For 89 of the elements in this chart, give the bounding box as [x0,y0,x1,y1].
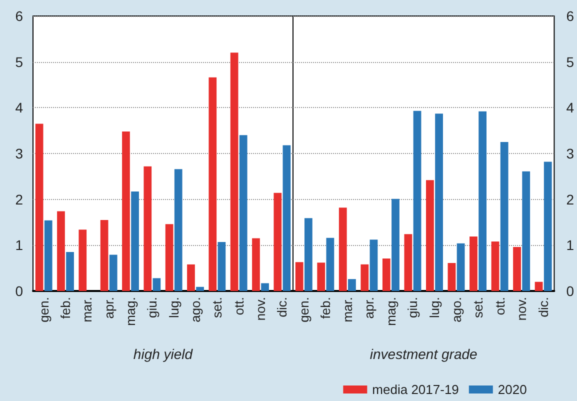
bar [109,254,118,291]
bar [435,114,443,291]
x-tick-label: lug. [166,297,182,318]
x-tick-label: gen. [36,297,52,322]
bar [392,198,400,291]
y-tick-label: 5 [566,54,574,70]
bar [35,124,44,291]
bar [338,208,347,291]
bar [456,243,465,291]
bar [448,263,456,291]
x-tick-label: giu. [405,297,420,318]
y-tick-label: 4 [15,100,24,116]
bar [413,110,422,291]
bar [491,242,500,291]
bar [196,286,204,291]
y-tick-label: 0 [15,283,24,299]
y-tick-label: 3 [15,146,24,162]
x-axis-title: investment grade [370,346,478,362]
x-tick-label: set. [470,297,486,318]
bar [239,135,248,291]
y-tick-label: 6 [566,8,574,24]
bar [317,262,326,291]
x-tick-label: mar. [340,297,355,322]
y-tick-label: 5 [15,54,24,70]
bar [208,77,217,291]
bar [100,220,108,291]
bar [295,262,304,291]
bar [131,192,139,291]
bar [544,162,552,291]
x-tick-label: ott. [231,297,246,316]
bar [348,279,356,291]
bar [370,240,378,291]
legend-label: media 2017-19 [372,382,459,397]
bar [282,145,291,291]
bar [152,278,161,291]
x-tick-label: mag. [123,297,138,326]
x-tick-label: ago. [188,297,203,322]
bar [304,218,312,291]
x-tick-label: nov. [514,297,530,321]
x-tick-label: feb. [318,297,334,319]
bar [44,220,52,291]
y-tick-label: 2 [15,191,24,208]
bar [66,252,74,291]
bar [274,192,282,291]
x-tick-label: nov. [253,297,268,321]
x-tick-label: dic. [274,297,290,318]
y-tick-label: 4 [566,100,574,116]
bar [144,166,152,291]
bar [261,283,269,291]
x-tick-label: lug. [426,297,442,318]
bar [404,234,412,291]
x-tick-label: mar. [80,297,95,322]
x-tick-label: ago. [448,297,464,322]
x-tick-label: gen. [296,297,312,322]
y-tick-label: 1 [566,237,574,254]
bar [122,132,130,291]
x-tick-label: feb. [58,297,73,319]
bar [78,230,87,291]
bar [513,247,521,291]
x-tick-label: apr. [101,297,116,319]
bar [187,264,195,291]
bar [252,238,260,291]
bar [360,264,369,291]
bar [478,111,487,291]
y-tick-label: 1 [15,237,24,254]
y-tick-label: 2 [566,191,574,208]
bar [470,236,478,291]
bar [534,282,543,291]
x-tick-label: ott. [492,297,508,316]
x-tick-label: dic. [536,297,551,318]
bar [174,169,182,291]
x-axis-title: high yield [133,346,194,362]
bar [326,238,334,291]
x-tick-label: mag. [383,297,398,326]
bar [522,171,530,291]
bar [165,224,174,291]
x-tick-label: set. [210,297,225,318]
bar [57,211,65,291]
x-tick-label: giu. [144,297,160,318]
bar [426,180,434,291]
legend-label: 2020 [498,382,527,397]
x-tick-label: apr. [362,297,377,319]
y-tick-label: 0 [566,283,574,299]
bar [218,242,226,291]
y-tick-label: 3 [566,146,574,162]
bar [500,142,508,291]
bar [230,52,238,291]
bar [382,258,390,291]
y-tick-label: 6 [15,8,24,24]
